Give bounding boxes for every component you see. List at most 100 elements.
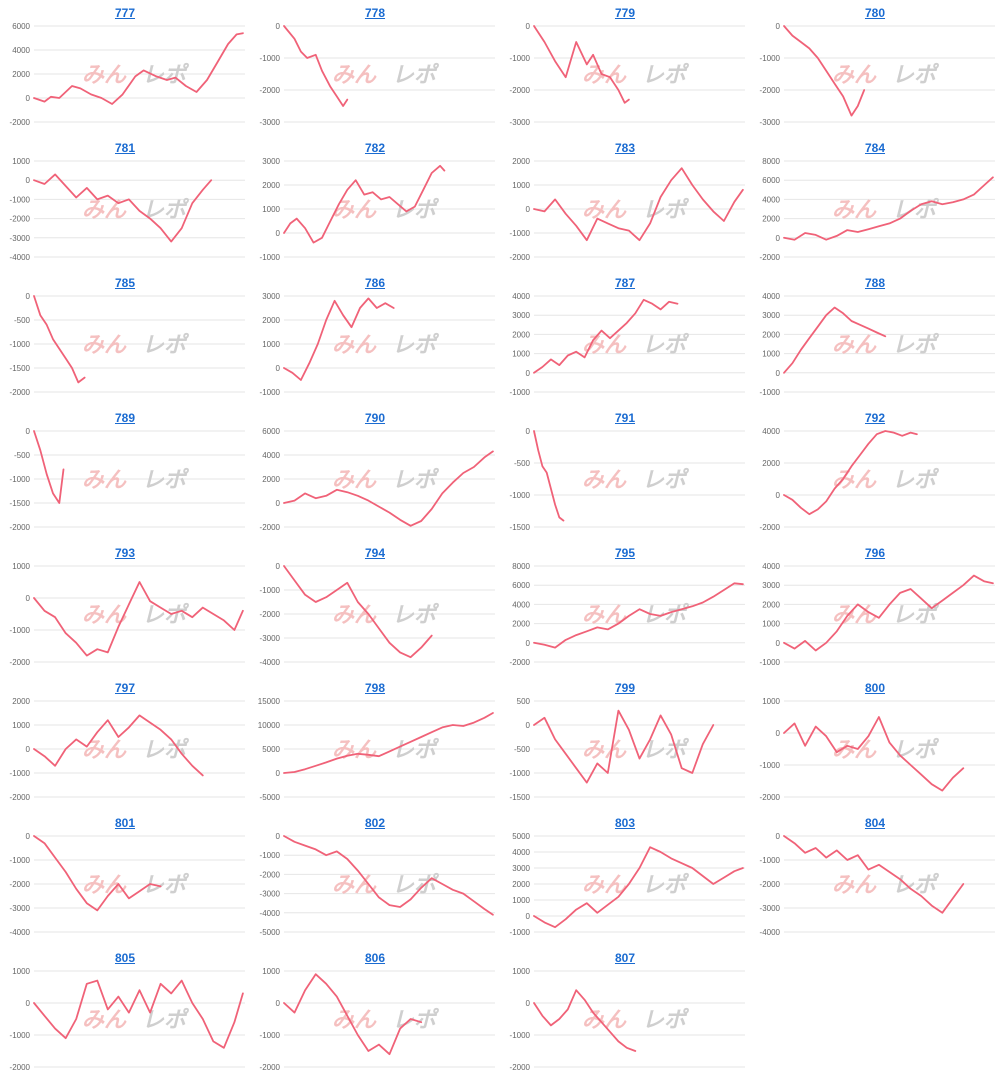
watermark-logo: みん レポ [82, 872, 190, 897]
chart-title-link[interactable]: 801 [114, 816, 136, 830]
chart-title-link[interactable]: 804 [864, 816, 886, 830]
y-tick-label: 1000 [12, 157, 30, 166]
chart-title-link[interactable]: 793 [114, 546, 136, 560]
chart-title-link[interactable]: 799 [614, 681, 636, 695]
y-tick-label: -2000 [10, 658, 31, 667]
series-line [783, 835, 965, 914]
y-tick-label: -2000 [510, 86, 531, 95]
watermark-text-left: みん [82, 872, 127, 897]
y-tick-label: 3000 [512, 864, 530, 873]
chart-798: 798 15000 10000 5000 0 -5000 みん レポ [250, 675, 500, 810]
y-tick-label: -3000 [510, 118, 531, 127]
chart-svg: 15000 10000 5000 0 -5000 みん レポ [258, 697, 495, 802]
y-tick-label: -2000 [760, 253, 781, 262]
chart-title-link[interactable]: 795 [614, 546, 636, 560]
watermark-logo: みん レポ [832, 62, 940, 87]
chart-title-link[interactable]: 781 [114, 141, 136, 155]
chart-title-link[interactable]: 779 [614, 6, 636, 20]
y-tick-label: 0 [26, 594, 31, 603]
watermark-logo: みん レポ [82, 467, 190, 492]
chart-title-link[interactable]: 780 [864, 6, 886, 20]
chart-title-link[interactable]: 805 [114, 951, 136, 965]
y-tick-label: -1000 [260, 388, 281, 397]
watermark-text-right: レポ [892, 62, 940, 87]
y-tick-label: 15000 [258, 697, 281, 706]
chart-title-link[interactable]: 797 [114, 681, 136, 695]
chart-title-link[interactable]: 787 [614, 276, 636, 290]
y-tick-label: 0 [26, 176, 31, 185]
y-tick-label: -1000 [510, 491, 531, 500]
y-tick-label: 2000 [262, 316, 280, 325]
watermark-logo: みん レポ [582, 872, 690, 897]
chart-title-link[interactable]: 798 [364, 681, 386, 695]
chart-title-link[interactable]: 778 [364, 6, 386, 20]
chart-title-link[interactable]: 796 [864, 546, 886, 560]
y-tick-label: -1000 [510, 928, 531, 937]
y-tick-label: 2000 [12, 697, 30, 706]
chart-svg: 3000 2000 1000 0 -1000 みん レポ [260, 157, 495, 262]
chart-title-link[interactable]: 807 [614, 951, 636, 965]
chart-title-link[interactable]: 806 [364, 951, 386, 965]
chart-title-link[interactable]: 777 [114, 6, 136, 20]
chart-title-link[interactable]: 789 [114, 411, 136, 425]
chart-title-link[interactable]: 791 [614, 411, 636, 425]
chart-787: 787 4000 3000 2000 1000 0 -1000 みん レポ [500, 270, 750, 405]
y-tick-label: 0 [776, 729, 781, 738]
watermark-text-right: レポ [892, 602, 940, 627]
chart-title-link[interactable]: 792 [864, 411, 886, 425]
chart-title-link[interactable]: 800 [864, 681, 886, 695]
series-line [783, 25, 866, 117]
chart-title-link[interactable]: 802 [364, 816, 386, 830]
y-tick-label: 1000 [12, 562, 30, 571]
series-line [33, 295, 86, 384]
y-tick-label: -2000 [510, 253, 531, 262]
y-tick-label: -2000 [10, 118, 31, 127]
chart-title-link[interactable]: 785 [114, 276, 136, 290]
chart-title-link[interactable]: 794 [364, 546, 386, 560]
y-tick-label: -2000 [760, 880, 781, 889]
series-line [533, 846, 744, 929]
y-tick-label: -1000 [10, 475, 31, 484]
chart-782: 782 3000 2000 1000 0 -1000 みん レポ [250, 135, 500, 270]
y-tick-label: 2000 [762, 330, 780, 339]
y-tick-label: -1000 [260, 586, 281, 595]
y-tick-label: 0 [276, 562, 281, 571]
chart-title-link[interactable]: 803 [614, 816, 636, 830]
y-tick-label: 0 [26, 832, 31, 841]
chart-svg: 1000 0 -1000 -2000 みん レポ [510, 967, 745, 1072]
y-tick-label: 4000 [762, 195, 780, 204]
chart-802: 802 0 -1000 -2000 -3000 -4000 -5000 みん レポ [250, 810, 500, 945]
watermark-logo: みん レポ [332, 602, 440, 627]
y-tick-label: -2000 [760, 86, 781, 95]
chart-title-link[interactable]: 783 [614, 141, 636, 155]
y-tick-label: -500 [14, 451, 31, 460]
y-tick-label: -4000 [760, 928, 781, 937]
series-line [283, 712, 494, 774]
y-tick-label: 0 [776, 22, 781, 31]
y-tick-label: 0 [776, 369, 781, 378]
series-line [283, 164, 446, 244]
y-tick-label: 1000 [512, 896, 530, 905]
series-line [783, 430, 918, 516]
y-tick-label: -1000 [10, 340, 31, 349]
chart-806: 806 1000 0 -1000 -2000 みん レポ [250, 945, 500, 1077]
chart-title-link[interactable]: 790 [364, 411, 386, 425]
y-tick-label: 2000 [762, 459, 780, 468]
y-tick-label: -500 [514, 459, 531, 468]
watermark-text-right: レポ [392, 62, 440, 87]
watermark-text-right: レポ [642, 872, 690, 897]
y-tick-label: 0 [26, 292, 31, 301]
series-line [533, 298, 679, 374]
series-line [783, 306, 887, 374]
watermark-logo: みん レポ [582, 467, 690, 492]
chart-title-link[interactable]: 788 [864, 276, 886, 290]
y-tick-label: -1000 [510, 1031, 531, 1040]
chart-svg: 8000 6000 4000 2000 0 -2000 みん レポ [760, 157, 995, 262]
chart-title-link[interactable]: 784 [864, 141, 886, 155]
series-line [33, 430, 65, 504]
y-tick-label: 5000 [262, 745, 280, 754]
watermark-text-right: レポ [392, 737, 440, 762]
watermark-logo: みん レポ [832, 737, 940, 762]
chart-title-link[interactable]: 782 [364, 141, 386, 155]
chart-title-link[interactable]: 786 [364, 276, 386, 290]
